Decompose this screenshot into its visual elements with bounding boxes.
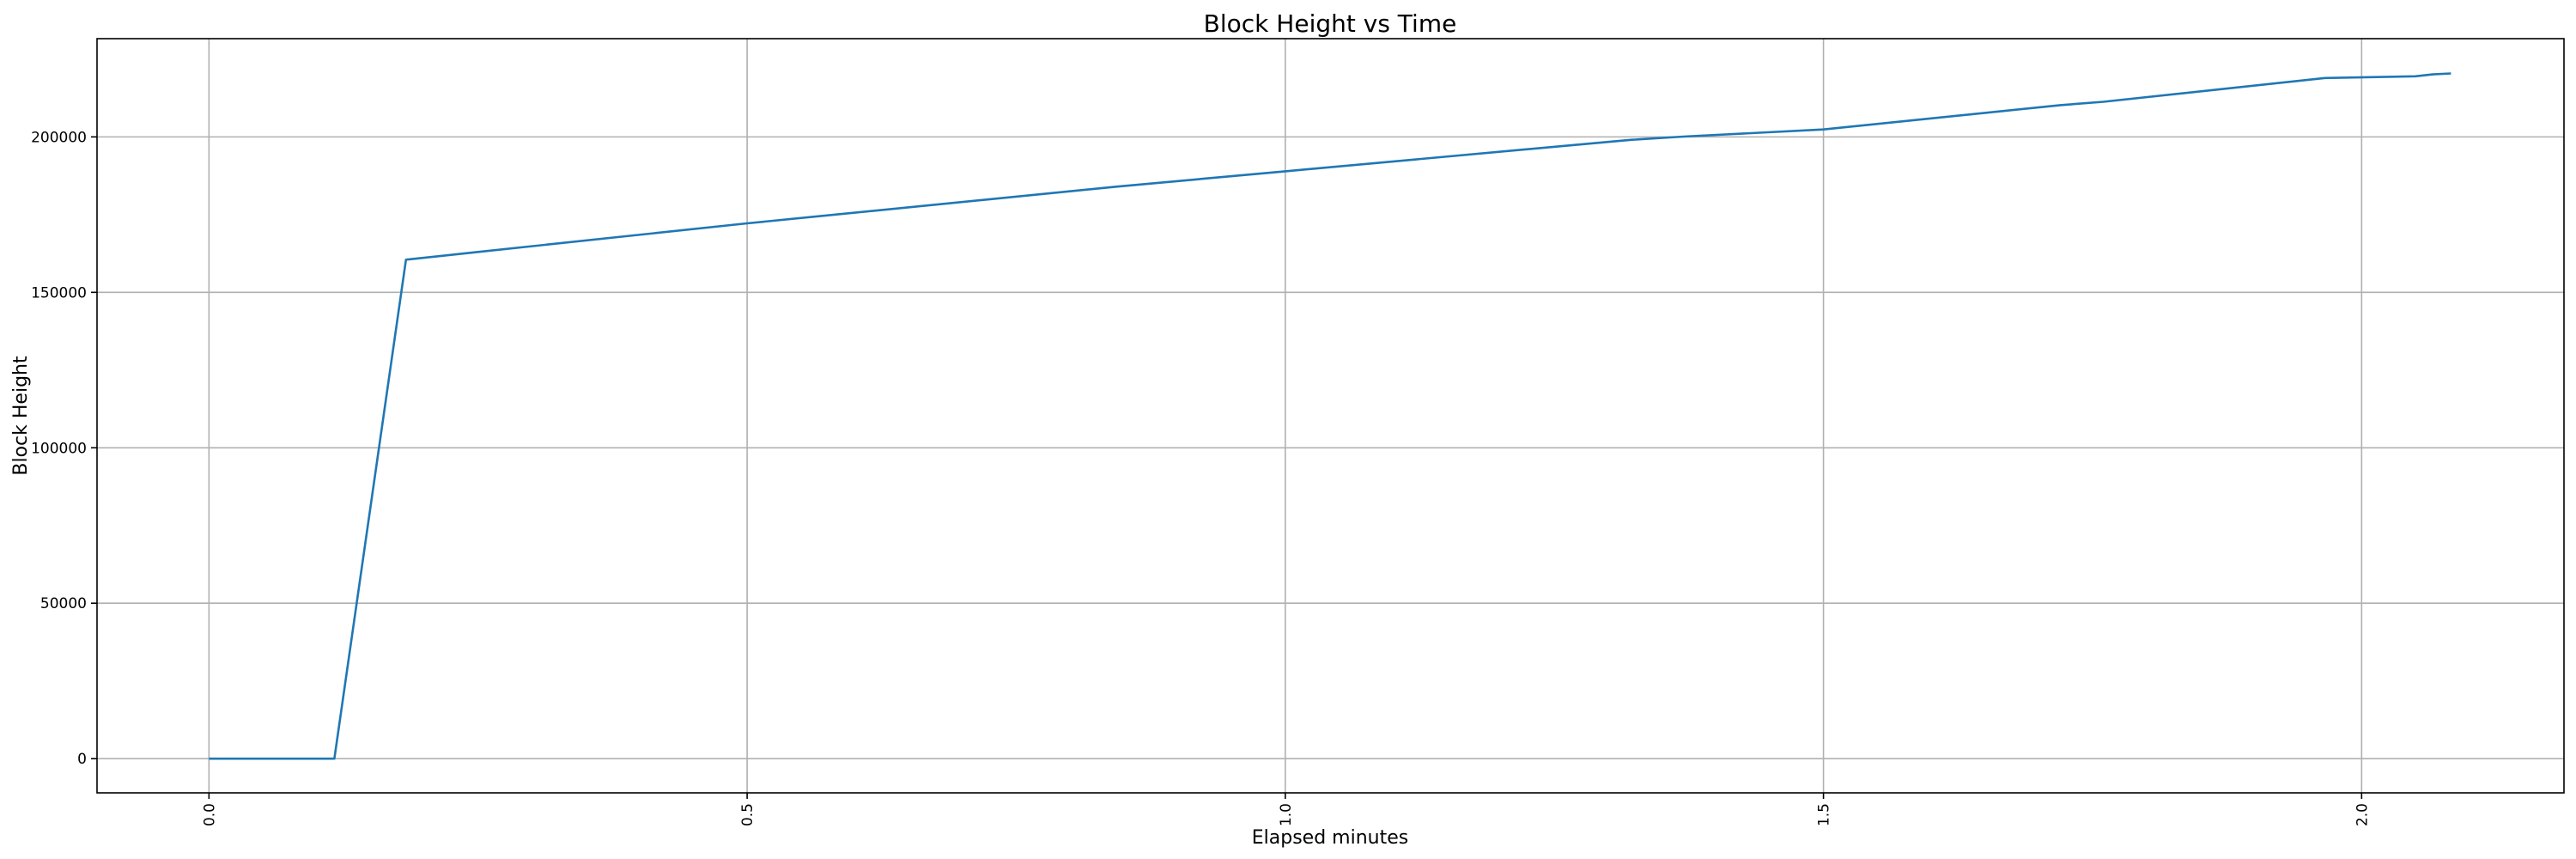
y-axis-ticks: 0 50000 100000 150000 200000 — [31, 129, 97, 768]
x-tick-label: 1.5 — [1816, 803, 1833, 826]
x-tick-label: 0.5 — [739, 803, 756, 826]
y-tick-label: 50000 — [40, 595, 87, 612]
chart-title: Block Height vs Time — [1204, 9, 1457, 38]
y-tick-label: 150000 — [31, 284, 87, 302]
y-tick-label: 200000 — [31, 129, 87, 146]
y-tick-label: 100000 — [31, 440, 87, 457]
x-tick-label: 1.0 — [1278, 803, 1295, 826]
series-layer — [209, 72, 2451, 760]
series-line — [209, 72, 2451, 760]
y-tick-label: 0 — [77, 751, 87, 768]
x-axis-ticks: 0.0 0.5 1.0 1.5 2.0 — [201, 793, 2371, 826]
x-axis-label: Elapsed minutes — [1252, 827, 1408, 849]
grid — [97, 39, 2564, 793]
axes-frame — [96, 38, 2565, 794]
x-tick-label: 2.0 — [2354, 803, 2371, 826]
y-axis-label: Block Height — [10, 356, 32, 476]
x-tick-label: 0.0 — [201, 803, 218, 826]
